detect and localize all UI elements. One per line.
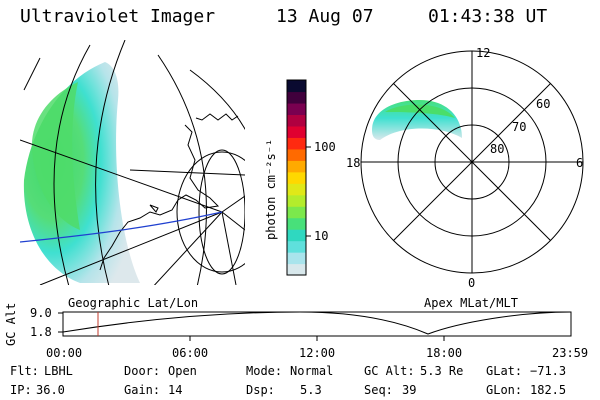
- colorbar: [286, 79, 311, 276]
- colorbar-step: [287, 91, 306, 104]
- colorbar-unit: photon cm⁻²s⁻¹: [264, 138, 278, 240]
- door-value: Open: [168, 364, 197, 378]
- time-tick-2359: 23:59: [552, 346, 589, 360]
- glat-label: GLat:: [486, 364, 523, 378]
- mlt-label-12: 12: [476, 46, 491, 60]
- mlat-label-70: 70: [512, 120, 527, 134]
- altitude-ytick-high: 9.0: [30, 306, 52, 320]
- filter-value: LBHL: [44, 364, 73, 378]
- colorbar-step: [287, 80, 306, 93]
- mode-label: Mode:: [246, 364, 283, 378]
- colorbar-step: [287, 206, 306, 219]
- colorbar-step: [287, 148, 306, 161]
- altitude-plot: [58, 311, 572, 341]
- time-tick-0600: 06:00: [172, 346, 209, 360]
- mlat-label-60: 60: [536, 97, 551, 111]
- apex-caption: Apex MLat/MLT: [424, 296, 518, 310]
- altitude-ylabel: GC Alt: [4, 302, 18, 346]
- altitude-ytick-low: 1.8: [30, 325, 52, 339]
- colorbar-step: [287, 194, 306, 207]
- instrument-title: Ultraviolet Imager: [20, 6, 216, 27]
- dsp-value: 5.3: [300, 383, 322, 397]
- mlt-label-6: 6: [576, 156, 584, 170]
- dsp-label: Dsp:: [246, 383, 275, 397]
- colorbar-step: [287, 217, 306, 230]
- observation-date: 13 Aug 07: [276, 6, 374, 27]
- mlt-label-18: 18: [346, 156, 361, 170]
- mode-value: Normal: [290, 364, 334, 378]
- geographic-map: [20, 40, 245, 285]
- mlt-label-0: 0: [468, 276, 476, 290]
- colorbar-tick-100: 100: [314, 140, 336, 154]
- gain-label: Gain:: [124, 383, 161, 397]
- colorbar-step: [287, 183, 306, 196]
- seq-value: 39: [402, 383, 417, 397]
- colorbar-step: [287, 252, 306, 265]
- gcalt-label: GC Alt:: [364, 364, 415, 378]
- time-tick-1200: 12:00: [299, 346, 336, 360]
- time-tick-0000: 00:00: [46, 346, 83, 360]
- colorbar-tick-10: 10: [314, 229, 329, 243]
- gcalt-value: 5.3 Re: [420, 364, 464, 378]
- colorbar-step: [287, 229, 306, 242]
- ip-value: 36.0: [36, 383, 65, 397]
- colorbar-step: [287, 263, 306, 276]
- colorbar-step: [287, 240, 306, 253]
- seq-label: Seq:: [364, 383, 393, 397]
- colorbar-step: [287, 171, 306, 184]
- glon-value: 182.5: [530, 383, 567, 397]
- glon-label: GLon:: [486, 383, 523, 397]
- door-label: Door:: [124, 364, 161, 378]
- geographic-caption: Geographic Lat/Lon: [68, 296, 199, 310]
- ip-label: IP:: [10, 383, 32, 397]
- colorbar-step: [287, 114, 306, 127]
- filter-label: Flt:: [10, 364, 39, 378]
- mlat-label-80: 80: [490, 142, 505, 156]
- polar-plot: [360, 50, 584, 274]
- colorbar-step: [287, 102, 306, 116]
- observation-time: 01:43:38 UT: [428, 6, 548, 27]
- gain-value: 14: [168, 383, 183, 397]
- colorbar-step: [287, 160, 306, 173]
- glat-value: −71.3: [530, 364, 567, 378]
- colorbar-step: [287, 137, 306, 150]
- time-tick-1800: 18:00: [426, 346, 463, 360]
- colorbar-step: [287, 125, 306, 138]
